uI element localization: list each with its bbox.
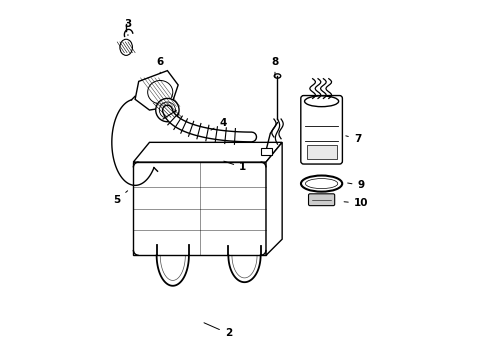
- Polygon shape: [133, 162, 265, 255]
- Ellipse shape: [120, 39, 132, 55]
- Bar: [306, 145, 336, 159]
- Ellipse shape: [159, 102, 175, 118]
- Text: 5: 5: [113, 191, 127, 205]
- Ellipse shape: [305, 179, 337, 189]
- Bar: [261, 148, 271, 155]
- Ellipse shape: [304, 96, 338, 107]
- Polygon shape: [133, 142, 282, 162]
- Ellipse shape: [155, 98, 179, 122]
- Text: 7: 7: [345, 134, 361, 144]
- Polygon shape: [135, 71, 178, 110]
- Text: 6: 6: [156, 57, 163, 73]
- Ellipse shape: [147, 81, 172, 104]
- FancyBboxPatch shape: [300, 95, 342, 164]
- Text: 10: 10: [344, 198, 367, 208]
- Ellipse shape: [301, 176, 342, 192]
- Text: 1: 1: [224, 161, 246, 172]
- Ellipse shape: [274, 74, 280, 78]
- Text: 4: 4: [210, 118, 226, 130]
- Text: 9: 9: [347, 180, 364, 190]
- Text: 8: 8: [271, 57, 278, 77]
- FancyBboxPatch shape: [308, 194, 334, 206]
- Text: 3: 3: [124, 19, 131, 36]
- Text: 2: 2: [203, 323, 231, 338]
- Polygon shape: [265, 142, 282, 255]
